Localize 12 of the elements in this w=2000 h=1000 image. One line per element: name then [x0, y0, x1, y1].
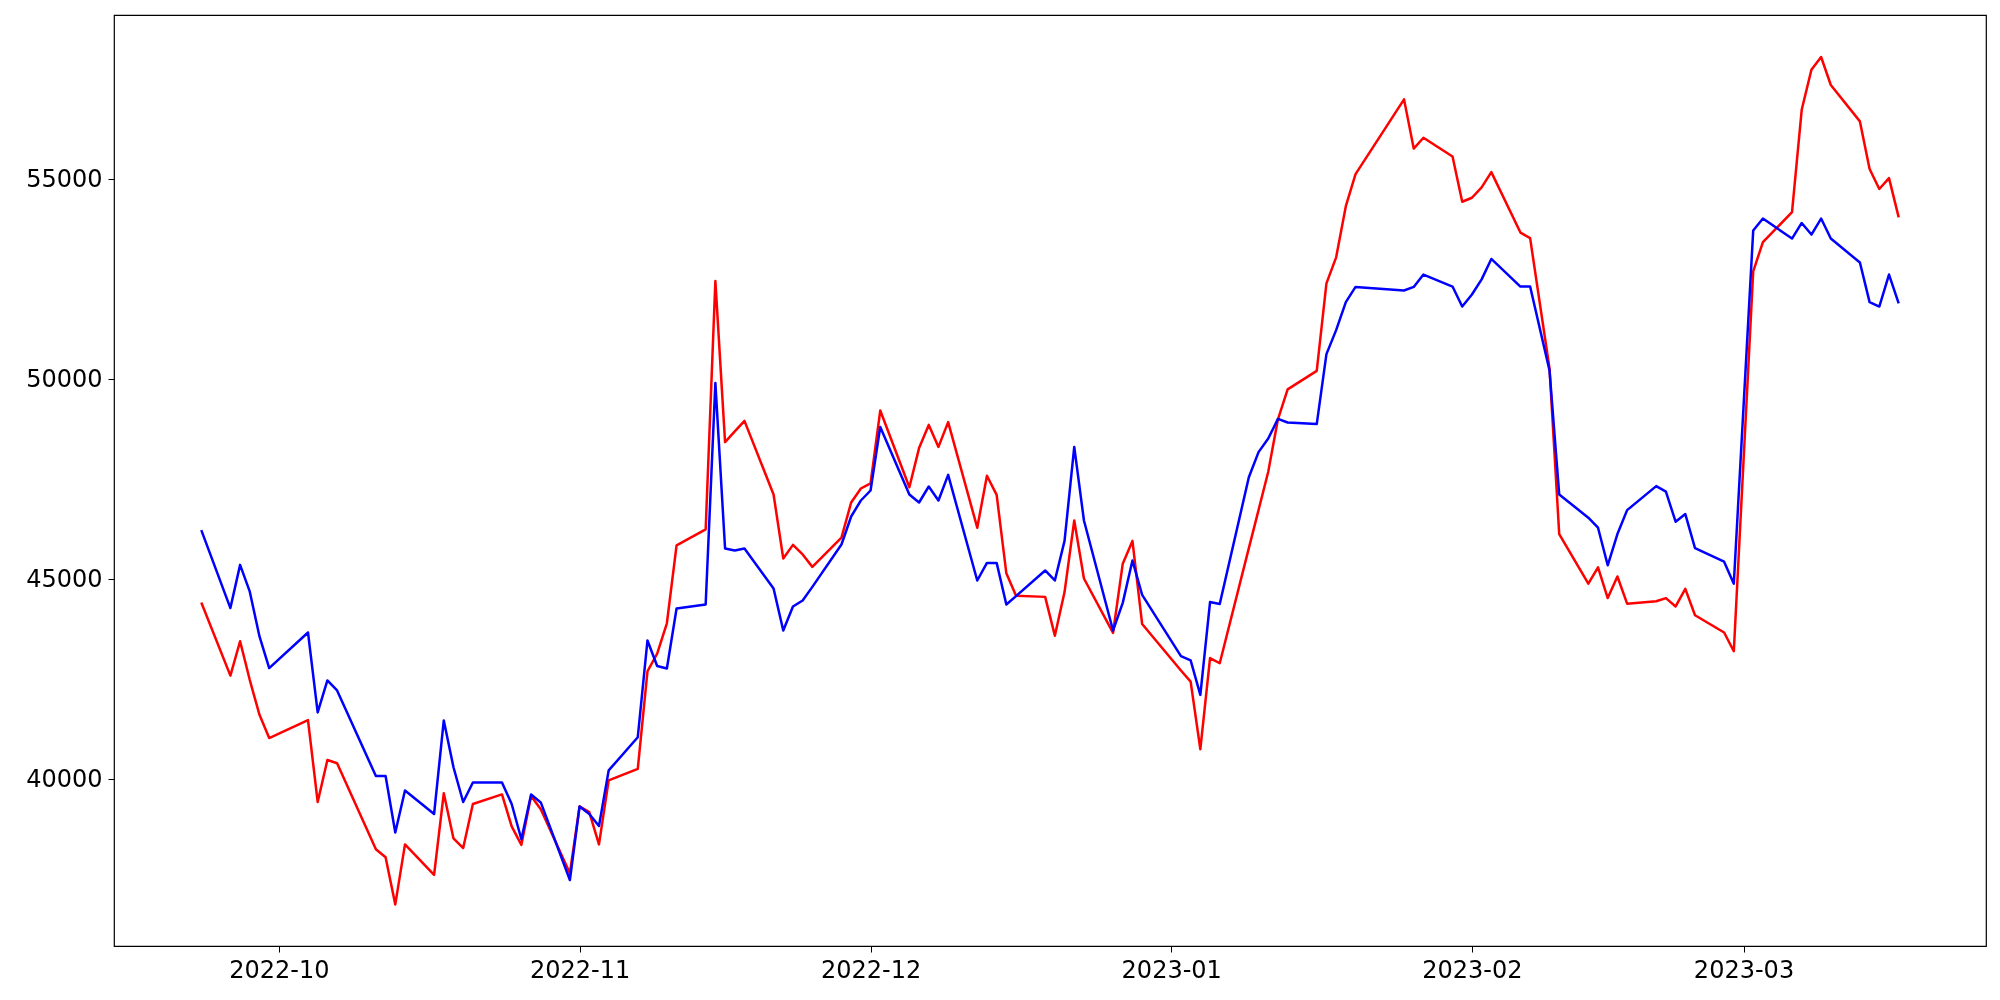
y-tick-label: 55000	[26, 164, 103, 193]
x-tick-label: 2023-02	[1422, 955, 1523, 984]
y-tick-label: 40000	[26, 764, 103, 793]
y-tick-label: 45000	[26, 564, 103, 593]
line-series	[200, 217, 1900, 882]
x-tick-label: 2022-12	[820, 955, 922, 984]
x-tick-label: 2023-03	[1693, 955, 1795, 984]
x-tick-label: 2023-01	[1121, 955, 1222, 984]
x-tick-label: 2022-11	[529, 955, 631, 984]
line-series	[200, 55, 1900, 906]
y-tick-label: 50000	[26, 364, 103, 393]
x-tick-label: 2022-10	[229, 955, 330, 984]
